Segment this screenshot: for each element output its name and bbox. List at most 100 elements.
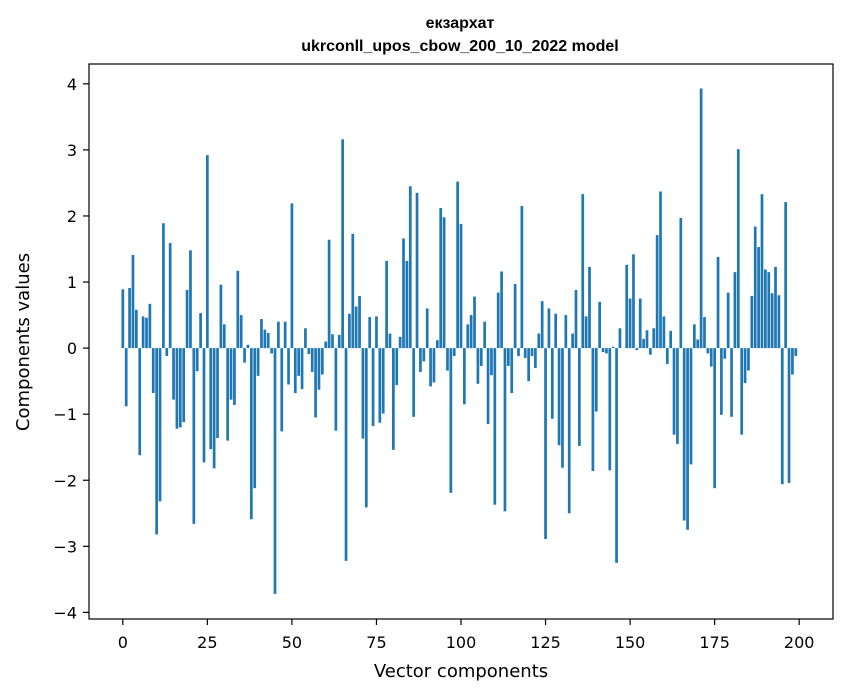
bar-150 — [628, 298, 632, 349]
bar-46 — [277, 321, 280, 349]
x-tick-label-100: 100 — [446, 633, 477, 652]
y-axis-label: Components values — [13, 253, 34, 431]
bar-66 — [344, 348, 348, 561]
bar-85 — [408, 186, 412, 349]
bar-93 — [435, 340, 439, 349]
x-tick-label-0: 0 — [118, 633, 128, 652]
bar-196 — [784, 202, 788, 349]
bar-97 — [449, 348, 453, 493]
bar-90 — [425, 308, 429, 349]
bar-191 — [767, 272, 771, 349]
bar-42 — [263, 329, 267, 349]
bar-17 — [178, 348, 182, 428]
bar-56 — [310, 348, 314, 372]
x-tick-label-150: 150 — [615, 633, 646, 652]
bar-135 — [578, 348, 581, 446]
bar-101 — [463, 348, 466, 405]
bar-113 — [503, 348, 507, 512]
bar-89 — [422, 348, 426, 362]
bar-180 — [730, 348, 733, 417]
bar-124 — [540, 301, 544, 349]
bar-12 — [162, 223, 165, 349]
bar-68 — [351, 233, 355, 349]
bar-67 — [348, 313, 351, 349]
bar-8 — [148, 303, 152, 349]
bar-51 — [293, 348, 297, 394]
bar-106 — [479, 348, 483, 366]
bar-117 — [517, 348, 520, 357]
bar-49 — [287, 348, 290, 385]
y-tick-label-4: 4 — [67, 75, 77, 94]
bar-91 — [429, 348, 432, 387]
bar-171 — [699, 88, 703, 349]
bar-72 — [364, 348, 368, 508]
bar-5 — [138, 348, 142, 456]
bar-28 — [216, 348, 219, 438]
bar-165 — [679, 217, 683, 349]
bar-14 — [168, 243, 172, 349]
x-axis-label: Vector components — [374, 661, 548, 682]
bar-63 — [334, 348, 338, 431]
bar-24 — [202, 348, 206, 463]
bar-151 — [632, 254, 635, 349]
bar-27 — [212, 348, 216, 469]
bar-162 — [669, 330, 673, 349]
bar-6 — [141, 316, 145, 349]
bar-44 — [270, 348, 273, 354]
bar-30 — [222, 324, 226, 349]
bar-75 — [375, 316, 378, 349]
bar-48 — [283, 321, 287, 349]
bar-169 — [692, 324, 696, 349]
bar-52 — [297, 348, 301, 376]
bar-34 — [236, 270, 240, 349]
bar-102 — [466, 324, 470, 349]
bar-92 — [432, 348, 436, 383]
bar-122 — [534, 348, 537, 368]
chart-subtitle: ukrconll_upos_cbow_200_10_2022 model — [301, 38, 618, 55]
bar-53 — [300, 348, 304, 390]
bar-77 — [381, 348, 385, 414]
bar-139 — [591, 348, 595, 471]
bar-61 — [327, 239, 331, 349]
bar-65 — [341, 139, 344, 349]
bar-179 — [726, 292, 730, 349]
bar-41 — [260, 319, 263, 349]
bar-134 — [574, 289, 578, 349]
bar-154 — [642, 338, 645, 349]
bar-133 — [571, 333, 574, 349]
bar-129 — [557, 348, 561, 446]
bar-64 — [337, 334, 341, 349]
bar-105 — [476, 348, 480, 384]
bar-175 — [713, 348, 716, 489]
x-axis-ticks: 0 25 50 75 100 125 150 175 200 — [118, 619, 814, 652]
bar-7 — [145, 317, 148, 349]
bar-112 — [500, 271, 503, 349]
bar-84 — [405, 260, 409, 349]
bar-167 — [686, 348, 689, 530]
bar-199 — [794, 348, 798, 357]
bar-121 — [530, 348, 534, 357]
bar-173 — [706, 348, 710, 354]
bar-136 — [581, 194, 585, 349]
bar-31 — [226, 348, 230, 441]
bar-73 — [368, 317, 372, 349]
bar-160 — [662, 316, 666, 349]
y-tick-label--4: −4 — [53, 603, 77, 622]
y-tick-label-2: 2 — [67, 207, 77, 226]
bar-19 — [185, 289, 189, 349]
bar-143 — [605, 348, 608, 354]
bar-146 — [615, 348, 618, 563]
bar-87 — [415, 192, 419, 349]
bar-100 — [459, 223, 463, 349]
bar-107 — [483, 321, 487, 349]
bar-126 — [547, 308, 551, 349]
bar-181 — [733, 272, 737, 349]
bar-21 — [192, 348, 196, 524]
bar-55 — [307, 348, 311, 355]
bar-57 — [314, 348, 317, 418]
bar-99 — [456, 181, 459, 349]
bar-9 — [151, 348, 155, 394]
bar-4 — [134, 309, 138, 349]
bar-177 — [720, 348, 723, 415]
bar-59 — [320, 348, 324, 375]
